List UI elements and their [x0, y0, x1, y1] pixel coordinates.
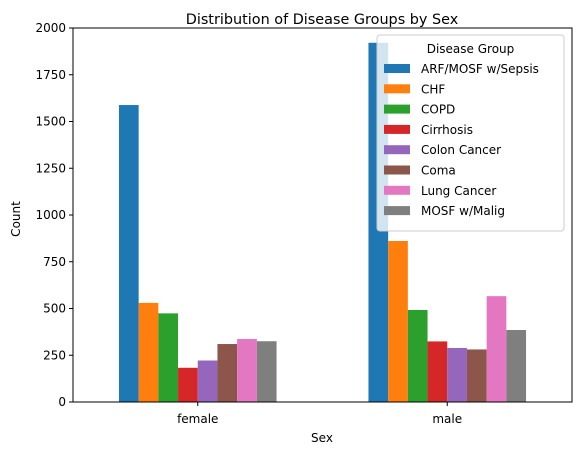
bar-5-1 — [466, 349, 487, 402]
bar-2-1 — [407, 310, 428, 402]
y-tick-label: 1500 — [35, 115, 66, 129]
bar-6-1 — [486, 296, 507, 402]
legend-swatch — [384, 124, 410, 134]
legend-label: Coma — [421, 164, 456, 178]
chart-title: Distribution of Disease Groups by Sex — [186, 12, 459, 28]
bar-7-1 — [506, 330, 527, 402]
y-tick-label: 0 — [58, 395, 66, 409]
y-axis-label: Count — [9, 201, 23, 237]
bar-7-0 — [256, 341, 277, 402]
bar-5-0 — [217, 344, 238, 402]
bar-3-1 — [427, 341, 448, 402]
y-tick-label: 500 — [43, 302, 66, 316]
y-tick-label: 250 — [43, 348, 66, 362]
legend-label: Lung Cancer — [421, 184, 496, 198]
legend-swatch — [384, 145, 410, 155]
x-tick-label: male — [432, 412, 462, 426]
legend-swatch — [384, 165, 410, 175]
bar-0-0 — [118, 105, 139, 402]
legend-label: Cirrhosis — [421, 123, 473, 137]
legend-swatch — [384, 185, 410, 195]
legend-label: COPD — [421, 103, 455, 117]
x-tick-label: female — [177, 412, 218, 426]
bar-4-1 — [447, 347, 467, 402]
plot-area: 0 250 500 750 1000 1250 1500 1750 2000 female male — [35, 21, 573, 426]
legend-label: Colon Cancer — [421, 143, 501, 157]
legend: Disease Group ARF/MOSF w/Sepsis CHF COPD Cir… — [376, 34, 565, 232]
legend-swatch — [384, 64, 410, 73]
bar-1-0 — [138, 302, 159, 402]
x-axis-label: Sex — [311, 431, 333, 445]
legend-title: Disease Group — [427, 42, 515, 56]
y-tick-label: 750 — [43, 255, 66, 269]
bar-2-0 — [158, 313, 179, 402]
legend-box — [376, 34, 565, 232]
legend-swatch — [384, 84, 410, 94]
y-tick-label: 1750 — [35, 68, 66, 82]
y-tick-label: 2000 — [35, 21, 66, 35]
y-tick-label: 1000 — [35, 208, 66, 222]
legend-label: CHF — [421, 82, 445, 96]
legend-swatch — [384, 206, 410, 216]
bar-1-1 — [388, 240, 408, 402]
legend-swatch — [384, 104, 410, 114]
legend-label: MOSF w/Malig — [421, 204, 505, 218]
bar-4-0 — [197, 360, 218, 402]
legend-label: ARF/MOSF w/Sepsis — [421, 62, 539, 76]
y-tick-label: 1250 — [35, 161, 66, 175]
bar-3-0 — [178, 367, 198, 402]
bar-6-0 — [237, 338, 257, 402]
